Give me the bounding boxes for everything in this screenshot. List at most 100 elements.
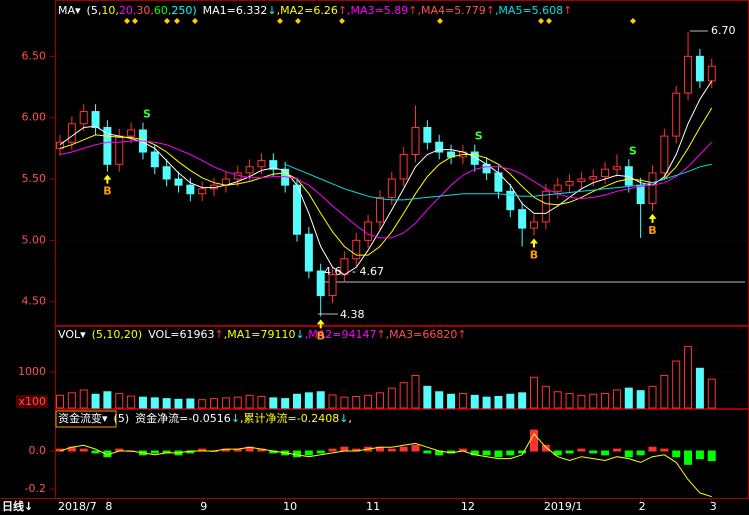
candle-body — [530, 221, 538, 229]
bar — [648, 385, 657, 409]
candle-body — [198, 188, 207, 195]
bar — [115, 393, 124, 409]
indicator-param: 10, — [101, 4, 119, 17]
bar — [245, 394, 254, 409]
indicator-readout: ↓ — [231, 412, 240, 425]
bar — [304, 450, 313, 456]
candle-body — [636, 184, 645, 205]
bar — [269, 397, 278, 409]
candle-body — [707, 65, 716, 82]
indicator-readout: ↑ — [338, 4, 347, 17]
candle-body — [352, 239, 361, 260]
indicator-readout: ,MA2=94147 — [305, 328, 377, 341]
y-tick-label: 1000 — [18, 365, 46, 378]
buy-arrow — [648, 213, 657, 223]
bar — [411, 375, 420, 409]
bar — [589, 393, 598, 409]
bar — [541, 385, 550, 409]
unit-label: x100 — [18, 395, 46, 408]
bar — [624, 450, 633, 458]
candle-body — [150, 151, 159, 168]
sell-signal: S — [629, 144, 637, 157]
event-diamond — [546, 18, 552, 24]
bar — [648, 446, 657, 452]
candle-body — [506, 190, 515, 211]
bar — [375, 392, 384, 409]
indicator-readout: ,MA4=5.779 — [418, 4, 486, 17]
indicator-header: MA▾ (5,10,20,30,60,250) MA1=6.332↓,MA2=6.2… — [58, 4, 572, 17]
x-tick-label: 2 — [639, 500, 646, 513]
bar — [695, 367, 704, 409]
candle-body — [257, 160, 266, 168]
bar — [565, 393, 574, 409]
bar — [387, 387, 396, 409]
candle-body — [411, 126, 420, 155]
candle-body — [601, 168, 610, 178]
candle-body — [103, 126, 112, 165]
indicator-readout: 资金净流=-0.0516 — [135, 411, 231, 425]
indicator-readout: ,MA2=6.26 — [277, 4, 338, 17]
bar — [482, 450, 491, 456]
unit-box — [16, 395, 48, 408]
event-diamond — [124, 18, 130, 24]
bar — [494, 450, 503, 458]
buy-signal: B — [103, 185, 111, 198]
indicator-box[interactable] — [55, 410, 117, 428]
bar — [79, 389, 88, 409]
candle-body — [648, 172, 657, 205]
indicator-name: VOL▾ — [58, 328, 86, 341]
bar — [352, 395, 361, 409]
buy-arrow — [316, 319, 325, 329]
bar — [506, 450, 515, 456]
bar — [447, 393, 456, 409]
period-label[interactable]: 日线↓ — [2, 499, 33, 513]
buy-arrow — [530, 238, 538, 248]
bar — [340, 396, 349, 409]
bar — [423, 385, 432, 409]
bar — [162, 398, 171, 409]
bar — [411, 444, 420, 452]
bar — [79, 448, 88, 452]
candle-body — [340, 258, 349, 276]
x-tick-label: 2019/1 — [544, 500, 583, 513]
bar — [293, 393, 301, 409]
bar — [174, 398, 183, 409]
candle-body — [304, 233, 313, 272]
indicator-readout: ,MA3=5.89 — [347, 4, 408, 17]
buy-signal: B — [317, 329, 325, 342]
event-diamond — [164, 18, 170, 24]
y-tick-label: -0.2 — [25, 482, 46, 495]
event-diamond — [132, 18, 138, 24]
bar — [257, 395, 266, 409]
indicator-header: VOL▾ (5,10,20) VOL=61963↑,MA1=79110↓,MA2=9… — [58, 328, 467, 341]
indicator-readout: ,MA5=5.608 — [495, 4, 563, 17]
indicator-readout: ,累计净流=-0.2408 — [240, 411, 339, 425]
bar — [210, 398, 219, 409]
indicator-name: 资金流变▾ — [58, 411, 108, 425]
bar — [707, 378, 716, 409]
bar — [612, 389, 621, 409]
candle-body — [660, 135, 669, 174]
indicator-readout: ↑ — [457, 328, 466, 341]
bar — [601, 393, 610, 409]
indicator-readout: ,MA3=66820 — [386, 328, 458, 341]
indicator-readout: , — [348, 412, 352, 425]
indicator-name: MA▾ — [58, 4, 81, 17]
buy-signal: B — [530, 248, 538, 261]
candle-body — [245, 166, 254, 174]
bar — [56, 394, 64, 409]
bar — [150, 450, 159, 454]
bar — [660, 448, 669, 452]
y-tick-label: 6.50 — [22, 49, 47, 62]
bar — [506, 393, 515, 409]
bar — [281, 398, 290, 409]
event-diamond — [339, 18, 345, 24]
indicator-readout: ↑ — [486, 4, 495, 17]
bar — [150, 397, 159, 409]
bar — [138, 396, 147, 409]
event-diamond — [295, 18, 301, 24]
bar — [577, 448, 586, 452]
bar — [518, 392, 527, 409]
bar — [494, 395, 503, 409]
